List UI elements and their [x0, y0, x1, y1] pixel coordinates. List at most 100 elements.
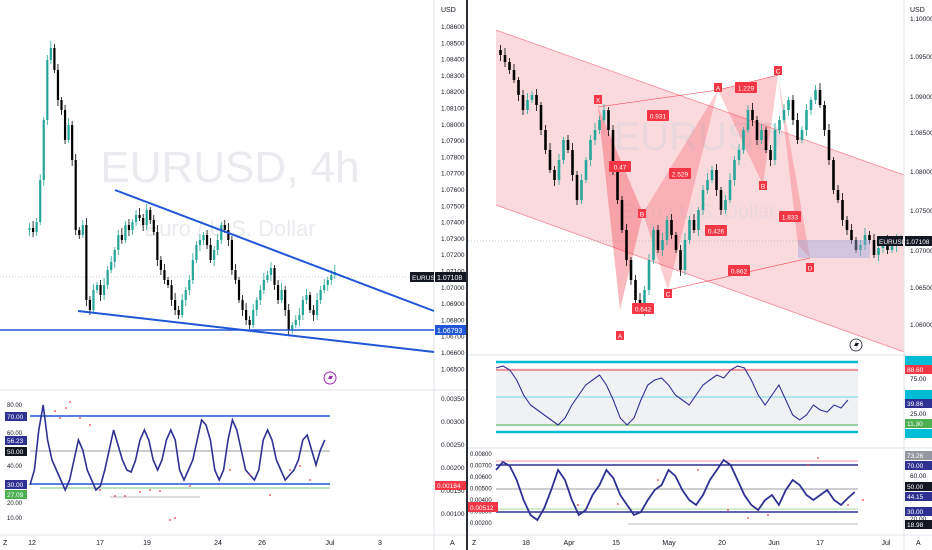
ratio-badge[interactable] [632, 303, 654, 314]
ratio-badge[interactable] [728, 265, 750, 276]
candle-body [124, 225, 127, 240]
upper-trendline[interactable] [114, 189, 435, 312]
left-ind-tick: 80.00 [7, 403, 23, 409]
left-chart-panel[interactable]: EURUSD, 4h Euro / U.S. Dollar USD 1.0860… [0, 0, 466, 550]
left-currency-label: USD [441, 7, 456, 14]
right-price-axis[interactable]: 1.10000 1.09500 1.09000 1.08500 1.08000 1.075… [910, 16, 932, 329]
candle-body [683, 240, 687, 270]
pattern-point-marker[interactable] [774, 66, 782, 75]
candle-body [312, 310, 315, 315]
right-watermark-symbol: EURUSD [614, 115, 783, 159]
candle-body [138, 215, 141, 218]
candle-body [589, 140, 592, 160]
right-last-price-badge: 1.07108 [906, 239, 930, 246]
left-date-tick: 17 [96, 540, 104, 547]
right-chart-svg[interactable]: EURUSD Euro / U.S. Dollar USD 1.100001.0… [468, 0, 932, 550]
harmonic-pattern-labels[interactable]: X A B C A B C D 0.931 1.229 0.47 2.529 0.426 1.833 0.8… [594, 66, 814, 341]
descending-channel[interactable] [496, 30, 904, 352]
left-price-axis[interactable]: 1.08600 1.08500 1.08400 1.08300 1.08200 1.081… [441, 24, 465, 373]
right-price-tick: 1.09000 [910, 94, 932, 101]
right-lower-indicator-pane[interactable]: 0.00800 0.00700 0.00600 0.00500 0.00400 0.003… [468, 451, 932, 529]
right-date-tick: 18 [522, 540, 530, 547]
right-a-button[interactable]: A [916, 540, 921, 547]
lower-trendline[interactable] [77, 310, 435, 353]
left-candles [28, 41, 336, 335]
candle-body [316, 300, 319, 315]
candle-body [159, 260, 162, 270]
right-time-axis[interactable]: 18 Apr 15 May 20 Jun 17 Jul [522, 540, 891, 547]
pattern-point-marker[interactable] [714, 83, 722, 92]
pattern-point-marker[interactable] [806, 263, 814, 272]
candle-body [643, 290, 646, 310]
ratio-badge[interactable] [735, 82, 757, 93]
pattern-point-marker[interactable] [664, 289, 672, 298]
lightning-icon[interactable] [323, 371, 337, 385]
pattern-point-label: D [808, 266, 813, 273]
candle-body [517, 80, 520, 95]
right-rsi-pane[interactable]: 75.0050.0025.00 88.60 39.86 11.30 [495, 356, 932, 438]
candle-body [46, 60, 49, 120]
candle-body [163, 270, 166, 280]
candle-body [782, 110, 786, 120]
macd-badge-30: 30.00 [907, 509, 924, 516]
left-price-tick: 1.07000 [441, 285, 465, 292]
candle-body [305, 295, 308, 300]
candle-body [719, 190, 723, 210]
pattern-point-marker[interactable] [759, 181, 767, 190]
ratio-badge[interactable] [609, 161, 631, 172]
candle-body [85, 225, 88, 300]
right-z-button[interactable]: Z [472, 540, 477, 547]
ratio-badge[interactable] [647, 110, 669, 121]
left-z-button[interactable]: Z [3, 540, 8, 547]
left-price-tick: 1.07900 [441, 138, 465, 145]
candle-body [294, 320, 297, 325]
ratio-badge[interactable] [705, 225, 727, 236]
candle-body [134, 215, 138, 222]
ratio-label: 0.426 [708, 229, 725, 236]
macd-badge-7326: 73.26 [907, 453, 924, 460]
left-ind-tick: 60.00 [7, 431, 23, 437]
left-price-tick: 1.07600 [441, 187, 465, 194]
left-symbol-badge: EURUSD [412, 275, 440, 282]
pattern-point-marker[interactable] [594, 95, 602, 104]
candle-body [60, 100, 63, 110]
ratio-badge[interactable] [779, 211, 801, 222]
right-chart-panel[interactable]: EURUSD Euro / U.S. Dollar USD 1.100001.0… [468, 0, 932, 550]
left-price-tick: 1.08300 [441, 73, 465, 80]
pattern-point-marker[interactable] [616, 331, 624, 340]
candle-body [580, 180, 583, 200]
left-ind-tick: 20.00 [7, 501, 23, 507]
right-price-tick: 1.07500 [910, 208, 932, 215]
pane-divider[interactable] [466, 0, 468, 550]
candle-body [751, 110, 754, 120]
pattern-point-marker[interactable] [638, 209, 646, 218]
ind-badge-30: 30.00 [7, 482, 24, 489]
left-ind-right-tick: 0.00250 [441, 442, 465, 449]
lightning-icon[interactable] [849, 338, 863, 352]
pattern-point-label: C [776, 69, 781, 76]
candle-body [773, 130, 777, 160]
left-ind-tick: 40.00 [7, 464, 23, 470]
left-indicator-pane[interactable]: 80.00 70.00 60.00 50.00 40.00 30.00 20.00 10.00… [5, 396, 466, 522]
candle-body [787, 100, 790, 110]
candle-body [67, 125, 70, 140]
candle-body [152, 220, 155, 232]
candle-body [562, 140, 565, 160]
candle-body [230, 240, 233, 270]
candle-body [330, 275, 333, 280]
rsi-tick: 75.00 [910, 376, 927, 383]
candle-body [220, 225, 223, 240]
macd-tick: 0.00700 [470, 464, 492, 470]
candle-body [95, 285, 99, 290]
candle-body [149, 210, 152, 220]
left-time-axis[interactable]: 12 17 19 24 26 Jul 3 [28, 540, 382, 547]
left-chart-svg[interactable]: EURUSD, 4h Euro / U.S. Dollar USD 1.0860… [0, 0, 466, 550]
candle-body [575, 175, 579, 200]
pattern-point-label: B [640, 212, 644, 219]
candle-body [35, 222, 38, 232]
ratio-badge[interactable] [669, 168, 691, 179]
candle-body [49, 48, 52, 60]
candle-body [800, 130, 804, 140]
candle-body [652, 230, 655, 260]
left-a-button[interactable]: A [450, 540, 455, 547]
